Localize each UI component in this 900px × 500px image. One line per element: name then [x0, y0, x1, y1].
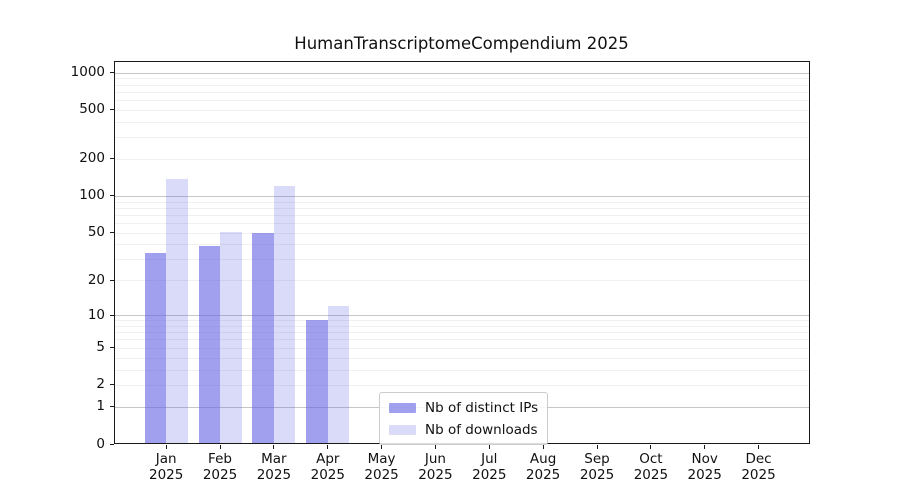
legend: Nb of distinct IPs Nb of downloads: [379, 392, 549, 445]
minor-gridline: [113, 84, 810, 86]
minor-gridline: [113, 158, 810, 160]
x-tick-label-oct: Oct 2025: [633, 451, 669, 483]
y-tick-label-1: 1: [96, 398, 105, 415]
x-tick-may: [381, 444, 383, 449]
minor-gridline: [113, 332, 810, 334]
x-tick-jan: [165, 444, 167, 449]
minor-gridline: [113, 325, 810, 327]
x-tick-label-jan: Jan 2025: [149, 451, 184, 483]
bar-nb-of-distinct-ips-apr: [306, 320, 328, 444]
y-tick-20: [109, 279, 114, 281]
legend-label-downloads: Nb of downloads: [425, 421, 538, 438]
minor-gridline: [113, 109, 810, 111]
major-gridline: [113, 315, 810, 317]
y-tick-0: [109, 443, 114, 445]
y-tick-label-200: 200: [79, 150, 105, 167]
y-tick-label-500: 500: [79, 101, 105, 118]
legend-item-downloads: Nb of downloads: [389, 420, 538, 439]
x-tick-label-apr: Apr 2025: [310, 451, 345, 483]
minor-gridline: [113, 121, 810, 123]
minor-gridline: [113, 369, 810, 371]
x-tick-label-nov: Nov 2025: [687, 451, 722, 483]
bar-nb-of-downloads-apr: [327, 306, 350, 444]
minor-gridline: [113, 100, 810, 102]
bar-nb-of-distinct-ips-feb: [198, 245, 220, 444]
chart-title: HumanTranscriptomeCompendium 2025: [294, 34, 629, 53]
minor-gridline: [113, 214, 810, 216]
y-tick-100: [109, 195, 114, 197]
y-tick-label-20: 20: [87, 271, 105, 288]
y-tick-label-100: 100: [79, 187, 105, 204]
minor-gridline: [113, 223, 810, 224]
x-tick-label-mar: Mar 2025: [256, 451, 292, 483]
x-tick-label-sep: Sep 2025: [579, 451, 615, 483]
legend-item-distinct-ips: Nb of distinct IPs: [389, 398, 538, 417]
x-tick-feb: [219, 444, 221, 449]
minor-gridline: [113, 357, 810, 359]
plot-area: [113, 61, 810, 444]
minor-gridline: [113, 384, 810, 386]
minor-gridline: [113, 280, 810, 282]
y-tick-label-2: 2: [96, 376, 105, 393]
x-tick-apr: [327, 444, 329, 449]
y-tick-200: [109, 158, 114, 160]
bar-nb-of-distinct-ips-jan: [144, 252, 167, 444]
minor-gridline: [113, 78, 810, 80]
x-tick-label-jul: Jul 2025: [472, 451, 507, 483]
minor-gridline: [113, 232, 810, 234]
major-gridline: [113, 195, 810, 197]
y-tick-50: [109, 232, 114, 234]
minor-gridline: [113, 320, 810, 322]
x-tick-jun: [434, 444, 436, 449]
x-tick-mar: [273, 444, 275, 449]
bar-nb-of-distinct-ips-mar: [252, 232, 274, 444]
x-tick-dec: [758, 444, 759, 449]
x-tick-nov: [704, 444, 706, 449]
legend-swatch-downloads: [389, 424, 416, 435]
y-tick-10: [109, 314, 114, 316]
x-tick-aug: [542, 444, 544, 449]
minor-gridline: [113, 201, 810, 203]
bar-nb-of-downloads-feb: [220, 231, 242, 444]
y-tick-label-1000: 1000: [70, 64, 105, 81]
x-tick-label-dec: Dec 2025: [741, 451, 776, 483]
y-tick-label-50: 50: [87, 224, 105, 241]
y-tick-label-10: 10: [87, 306, 105, 323]
minor-gridline: [113, 347, 810, 349]
minor-gridline: [113, 137, 810, 139]
x-tick-label-may: May 2025: [364, 451, 399, 483]
y-tick-5: [109, 347, 114, 349]
y-tick-500: [109, 109, 114, 111]
bar-nb-of-downloads-mar: [273, 186, 296, 444]
minor-gridline: [113, 207, 810, 209]
x-tick-label-jun: Jun 2025: [418, 451, 453, 483]
legend-swatch-distinct-ips: [389, 402, 416, 413]
legend-label-distinct-ips: Nb of distinct IPs: [425, 399, 539, 416]
x-tick-sep: [596, 444, 598, 449]
bar-nb-of-downloads-jan: [166, 179, 188, 444]
y-tick-1000: [109, 72, 114, 74]
y-tick-label-0: 0: [96, 435, 105, 452]
y-tick-label-5: 5: [96, 339, 105, 356]
minor-gridline: [113, 91, 810, 93]
y-tick-1: [109, 406, 114, 408]
x-tick-label-aug: Aug 2025: [525, 451, 561, 483]
minor-gridline: [113, 259, 810, 261]
x-tick-label-feb: Feb 2025: [202, 451, 238, 483]
major-gridline: [113, 72, 810, 74]
minor-gridline: [113, 339, 810, 341]
x-tick-oct: [650, 444, 652, 449]
minor-gridline: [113, 244, 810, 246]
y-tick-2: [109, 384, 114, 386]
x-tick-jul: [488, 444, 490, 449]
